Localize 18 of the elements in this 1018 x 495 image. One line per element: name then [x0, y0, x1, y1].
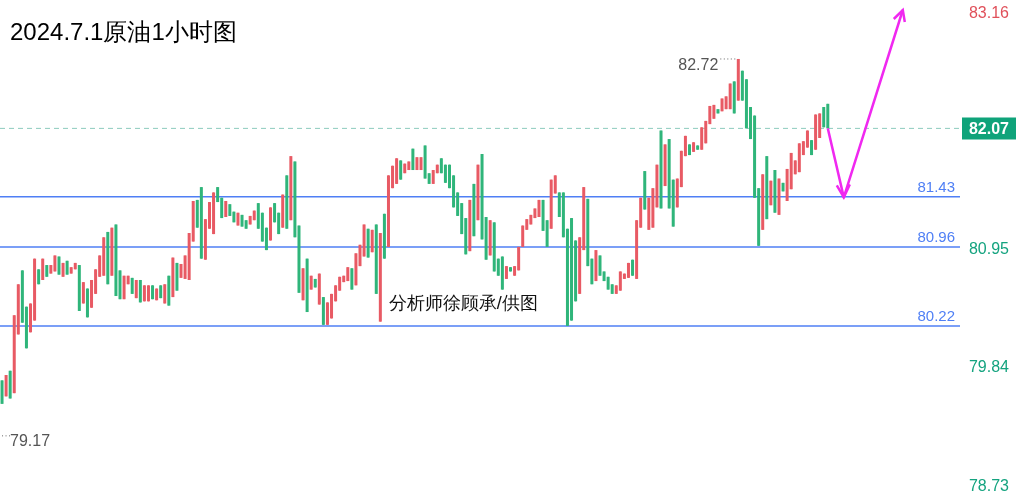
price-tag: 82.07: [962, 117, 1016, 140]
ref-line-label: 81.43: [917, 177, 955, 195]
ref-line-label: 82.07: [968, 120, 1010, 138]
y-tick-label: 80.95: [968, 239, 1010, 257]
ref-line-label: 80.96: [917, 227, 955, 245]
candlestick: [0, 379, 4, 405]
candlestick: [618, 270, 622, 292]
annotation: 79.17: [10, 431, 51, 449]
y-tick-label: 83.16: [968, 4, 1010, 21]
annotation: 分析师徐顾承/供图: [388, 293, 538, 314]
annotation: 82.72: [678, 55, 719, 73]
candlestick: [350, 267, 354, 291]
chart-title: 2024.7.1原油1小时图: [10, 18, 237, 45]
ref-line-label: 80.22: [917, 306, 955, 324]
y-tick-label: 79.84: [968, 358, 1010, 376]
candlestick: [598, 254, 602, 277]
candlestick: [399, 159, 403, 181]
y-tick-label: 78.73: [968, 477, 1010, 494]
